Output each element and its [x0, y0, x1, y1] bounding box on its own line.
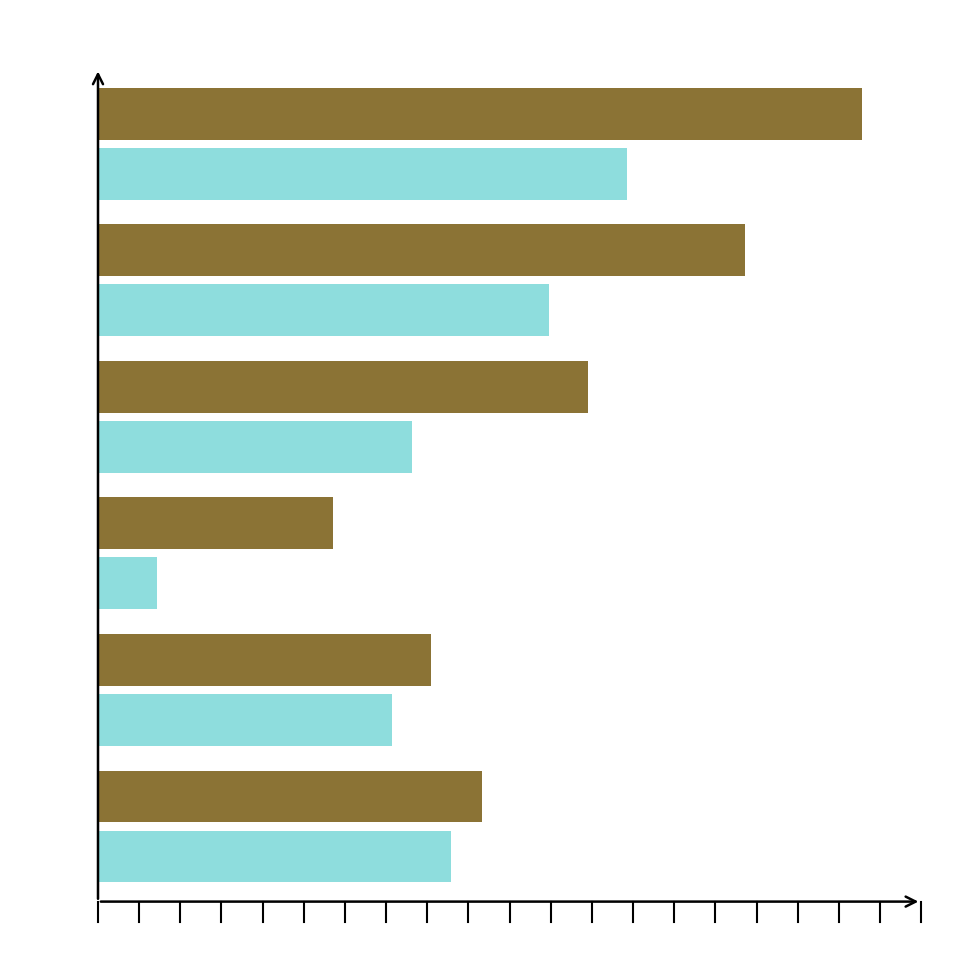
Bar	[98, 770, 482, 822]
Bar	[98, 224, 745, 276]
Bar	[98, 558, 157, 610]
Bar	[98, 284, 549, 336]
Bar	[98, 694, 392, 746]
Bar	[98, 831, 451, 882]
Bar	[98, 498, 333, 549]
Bar	[98, 88, 862, 139]
Bar	[98, 421, 412, 472]
Bar	[98, 361, 588, 413]
Bar	[98, 634, 431, 686]
Bar	[98, 148, 627, 200]
